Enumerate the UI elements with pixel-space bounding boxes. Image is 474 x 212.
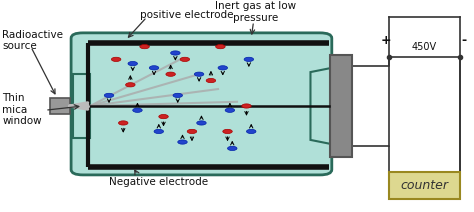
Circle shape xyxy=(223,129,232,134)
Text: 450V: 450V xyxy=(411,42,437,52)
Circle shape xyxy=(166,72,175,76)
Polygon shape xyxy=(310,68,332,144)
Circle shape xyxy=(140,45,149,49)
Text: Thin
mica
window: Thin mica window xyxy=(2,93,42,127)
Text: positive electrode: positive electrode xyxy=(140,10,233,20)
FancyBboxPatch shape xyxy=(71,33,332,175)
Text: +: + xyxy=(381,34,392,47)
Circle shape xyxy=(218,66,228,70)
Circle shape xyxy=(216,45,225,49)
Circle shape xyxy=(194,72,204,76)
Circle shape xyxy=(246,129,256,134)
Circle shape xyxy=(154,129,164,134)
Circle shape xyxy=(126,83,135,87)
Text: Inert gas at low
pressure: Inert gas at low pressure xyxy=(215,1,297,23)
Circle shape xyxy=(206,78,216,83)
Text: -: - xyxy=(461,34,466,47)
Circle shape xyxy=(133,108,142,112)
Circle shape xyxy=(159,114,168,119)
Text: Negative electrode: Negative electrode xyxy=(109,177,208,187)
Circle shape xyxy=(111,57,121,61)
Bar xyxy=(389,172,460,199)
Circle shape xyxy=(187,129,197,134)
Text: counter: counter xyxy=(400,179,448,192)
Circle shape xyxy=(225,108,235,112)
Bar xyxy=(330,55,352,157)
Bar xyxy=(50,98,70,114)
Circle shape xyxy=(180,57,190,61)
Circle shape xyxy=(104,93,114,98)
Circle shape xyxy=(242,104,251,108)
Circle shape xyxy=(173,93,182,98)
Circle shape xyxy=(197,121,206,125)
Circle shape xyxy=(149,66,159,70)
Circle shape xyxy=(118,121,128,125)
Circle shape xyxy=(171,51,180,55)
Text: Radioactive
source: Radioactive source xyxy=(2,30,64,51)
Circle shape xyxy=(228,146,237,151)
Bar xyxy=(73,74,90,138)
Circle shape xyxy=(128,61,137,66)
Circle shape xyxy=(244,57,254,61)
Circle shape xyxy=(178,140,187,144)
